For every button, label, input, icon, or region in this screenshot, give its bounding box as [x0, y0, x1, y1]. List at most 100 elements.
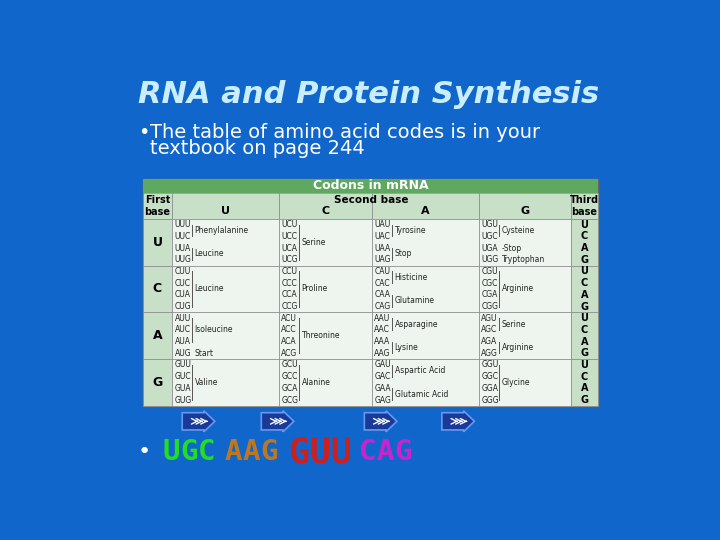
Text: AAA: AAA [374, 337, 391, 346]
Text: C: C [581, 325, 588, 335]
FancyArrow shape [182, 411, 215, 432]
Text: U: U [310, 435, 330, 469]
Text: UUA: UUA [174, 244, 191, 253]
Text: A: A [581, 383, 588, 393]
Bar [143, 179, 598, 406]
Bar [372, 359, 479, 406]
Bar [172, 312, 279, 359]
Text: Lysine: Lysine [395, 343, 418, 352]
Text: CCG: CCG [282, 302, 298, 311]
Text: U: U [580, 313, 588, 323]
Text: A: A [153, 329, 162, 342]
Text: U: U [580, 220, 588, 229]
Text: CUU: CUU [174, 267, 191, 276]
Text: UCG: UCG [282, 255, 298, 264]
Text: CAU: CAU [374, 267, 390, 276]
Text: CAA: CAA [374, 291, 390, 299]
Text: Asparagine: Asparagine [395, 320, 438, 328]
Bar [143, 179, 598, 193]
Text: UGA: UGA [482, 244, 498, 253]
Text: AGU: AGU [482, 314, 498, 323]
Text: UGG: UGG [482, 255, 499, 264]
Text: C: C [198, 438, 216, 466]
Text: CGU: CGU [482, 267, 498, 276]
Text: G: G [289, 435, 310, 469]
Bar [172, 266, 279, 312]
Bar [570, 359, 598, 406]
Text: Serine: Serine [502, 320, 526, 328]
Text: AUC: AUC [174, 326, 191, 334]
Bar [172, 359, 279, 406]
Text: CGA: CGA [482, 291, 498, 299]
Bar [143, 312, 172, 359]
Text: CUC: CUC [174, 279, 191, 288]
Text: CGG: CGG [482, 302, 498, 311]
Text: C: C [581, 278, 588, 288]
Text: UCA: UCA [282, 244, 297, 253]
Text: G: G [181, 438, 198, 466]
Text: GGC: GGC [482, 372, 498, 381]
Text: First
base: First base [145, 195, 171, 217]
Text: U: U [330, 435, 351, 469]
Bar [279, 266, 372, 312]
Text: UAU: UAU [374, 220, 391, 229]
Text: G: G [395, 438, 412, 466]
Text: GGU: GGU [482, 361, 499, 369]
FancyArrow shape [261, 411, 294, 432]
Bar [372, 266, 479, 312]
Text: Serine: Serine [302, 238, 326, 247]
Text: CAC: CAC [374, 279, 390, 288]
Bar [570, 219, 598, 266]
Text: U: U [163, 438, 180, 466]
Text: •: • [138, 123, 150, 141]
Text: AUA: AUA [174, 337, 191, 346]
Text: C: C [581, 231, 588, 241]
Text: C: C [581, 372, 588, 382]
FancyArrow shape [442, 411, 474, 432]
Text: U: U [153, 235, 163, 249]
Text: A: A [581, 243, 588, 253]
Text: G: G [153, 376, 163, 389]
Text: Tryptophan: Tryptophan [502, 255, 545, 264]
Text: GAG: GAG [374, 396, 391, 404]
Text: Stop: Stop [395, 249, 412, 258]
Text: GAC: GAC [374, 372, 391, 381]
Text: GCA: GCA [282, 384, 298, 393]
Text: GCG: GCG [282, 396, 298, 404]
Text: Proline: Proline [302, 285, 328, 293]
Text: •: • [138, 442, 151, 462]
Text: AUG: AUG [174, 349, 191, 358]
Text: UUG: UUG [174, 255, 192, 264]
Text: CAG: CAG [374, 302, 391, 311]
Bar [172, 193, 279, 219]
Text: UAG: UAG [374, 255, 391, 264]
Text: -Stop: -Stop [502, 244, 522, 253]
Text: UAA: UAA [374, 244, 391, 253]
Text: C: C [322, 206, 330, 216]
Bar [570, 266, 598, 312]
Bar [479, 359, 570, 406]
Text: Isoleucine: Isoleucine [194, 326, 233, 334]
Text: Glutamic Acid: Glutamic Acid [395, 390, 448, 399]
Bar [172, 219, 279, 266]
Bar [479, 266, 570, 312]
Text: UUU: UUU [174, 220, 191, 229]
Text: Glycine: Glycine [502, 378, 530, 387]
Text: Aspartic Acid: Aspartic Acid [395, 366, 445, 375]
Text: CGC: CGC [482, 279, 498, 288]
Bar [570, 312, 598, 359]
Bar [372, 312, 479, 359]
Text: AUU: AUU [174, 314, 191, 323]
Bar [479, 193, 570, 219]
Text: AGC: AGC [482, 326, 498, 334]
Bar [279, 359, 372, 406]
Text: U: U [580, 360, 588, 370]
Bar [143, 359, 172, 406]
Text: AAC: AAC [374, 326, 390, 334]
Text: CCA: CCA [282, 291, 297, 299]
Text: Third
base: Third base [570, 195, 599, 217]
Text: AGA: AGA [482, 337, 498, 346]
Text: ACC: ACC [282, 326, 297, 334]
Text: GAA: GAA [374, 384, 391, 393]
Text: G: G [580, 395, 588, 405]
